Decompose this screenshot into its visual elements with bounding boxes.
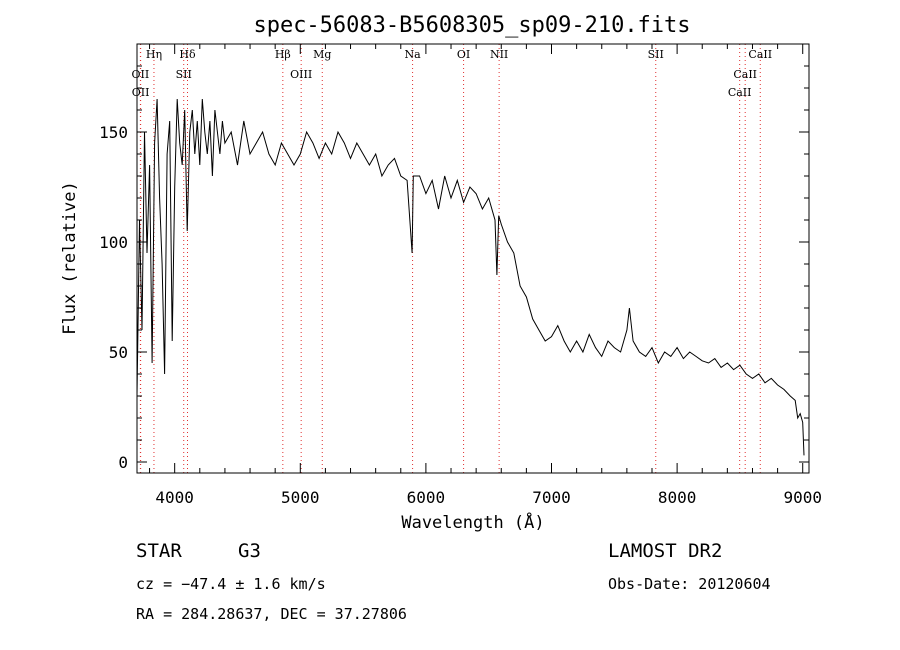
x-tick-label: 7000	[532, 488, 571, 507]
x-tick-label: 6000	[407, 488, 446, 507]
observation-date: Obs-Date: 20120604	[608, 575, 771, 593]
spectral-line-label: OII	[132, 68, 150, 81]
spectral-line-label: Hβ	[275, 48, 291, 61]
spectral-line-label: OIII	[290, 68, 312, 81]
survey-name: LAMOST DR2	[608, 540, 723, 562]
x-tick-label: 4000	[155, 488, 194, 507]
spectral-line-label: CaII	[728, 86, 752, 99]
spectral-line-label: Na	[404, 48, 421, 61]
redshift-velocity: cz = −47.4 ± 1.6 km/s	[136, 575, 326, 593]
spectral-line-label: CaII	[748, 48, 772, 61]
spectral-line-label: Hδ	[179, 48, 196, 61]
y-tick-label: 50	[109, 343, 128, 362]
axis-ticks: 4000 5000 6000 7000 8000 9000 0 50 100 150	[99, 44, 822, 507]
x-tick-label: 5000	[281, 488, 320, 507]
object-class: STAR	[136, 540, 182, 562]
spectral-line-label: SII	[648, 48, 664, 61]
object-subclass: G3	[238, 540, 261, 562]
x-tick-label: 8000	[658, 488, 697, 507]
y-axis-label: Flux (relative)	[60, 181, 80, 335]
chart-title: spec-56083-B5608305_sp09-210.fits	[253, 13, 690, 38]
y-tick-label: 100	[99, 233, 128, 252]
spectral-line-label: SII	[176, 68, 192, 81]
spectrum-line	[136, 98, 805, 456]
spectral-line-label: OI	[457, 48, 470, 61]
spectral-line-label: NII	[490, 48, 508, 61]
y-tick-label: 0	[118, 453, 128, 472]
spectral-line-label: CaII	[733, 68, 757, 81]
x-axis-label: Wavelength (Å)	[401, 511, 544, 533]
y-tick-label: 150	[99, 123, 128, 142]
plot-frame	[136, 43, 810, 474]
sky-coordinates: RA = 284.28637, DEC = 37.27806	[136, 605, 407, 623]
spectral-line-label: OII	[132, 86, 150, 99]
spectral-line-label: Mg	[313, 48, 331, 61]
spectral-line-label: Hη	[146, 48, 162, 61]
x-tick-label: 9000	[783, 488, 822, 507]
